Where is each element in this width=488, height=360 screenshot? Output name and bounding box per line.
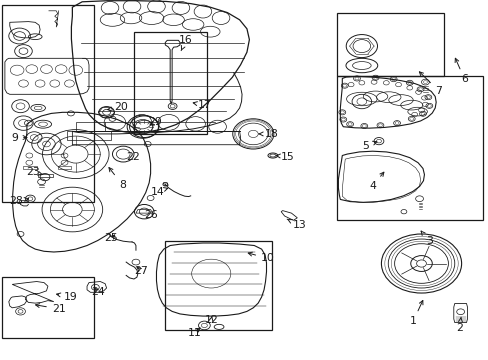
Text: 13: 13 bbox=[286, 219, 305, 230]
Text: 4: 4 bbox=[368, 172, 383, 191]
Text: 6: 6 bbox=[454, 58, 467, 84]
Text: 9: 9 bbox=[11, 132, 27, 143]
Bar bbox=[134, 32, 206, 134]
Bar bbox=[2, 5, 94, 202]
Text: 2: 2 bbox=[455, 317, 462, 333]
Text: 11: 11 bbox=[187, 328, 201, 338]
Text: 1: 1 bbox=[409, 301, 422, 326]
Text: 16: 16 bbox=[179, 35, 192, 51]
Text: 29: 29 bbox=[148, 117, 162, 127]
Text: 23: 23 bbox=[26, 167, 43, 177]
Text: 26: 26 bbox=[143, 210, 157, 220]
Text: 3: 3 bbox=[420, 231, 432, 246]
Text: 7: 7 bbox=[419, 72, 441, 96]
Text: 8: 8 bbox=[109, 167, 125, 190]
Text: 17: 17 bbox=[193, 100, 211, 110]
Text: 24: 24 bbox=[91, 287, 104, 297]
Text: 12: 12 bbox=[204, 315, 218, 325]
Text: 19: 19 bbox=[57, 292, 78, 302]
Text: 15: 15 bbox=[276, 152, 294, 162]
Text: 28: 28 bbox=[9, 196, 28, 206]
Text: 5: 5 bbox=[362, 141, 376, 151]
Text: 21: 21 bbox=[36, 303, 65, 314]
Text: 25: 25 bbox=[104, 233, 118, 243]
Text: 20: 20 bbox=[107, 102, 128, 112]
Text: 10: 10 bbox=[248, 252, 274, 264]
Text: 27: 27 bbox=[134, 266, 147, 276]
Text: 18: 18 bbox=[258, 129, 278, 139]
Bar bbox=[2, 277, 94, 338]
Text: 22: 22 bbox=[126, 152, 140, 162]
Bar bbox=[337, 13, 443, 76]
Bar bbox=[165, 241, 271, 330]
Bar bbox=[337, 76, 482, 220]
Text: 14: 14 bbox=[150, 186, 167, 197]
